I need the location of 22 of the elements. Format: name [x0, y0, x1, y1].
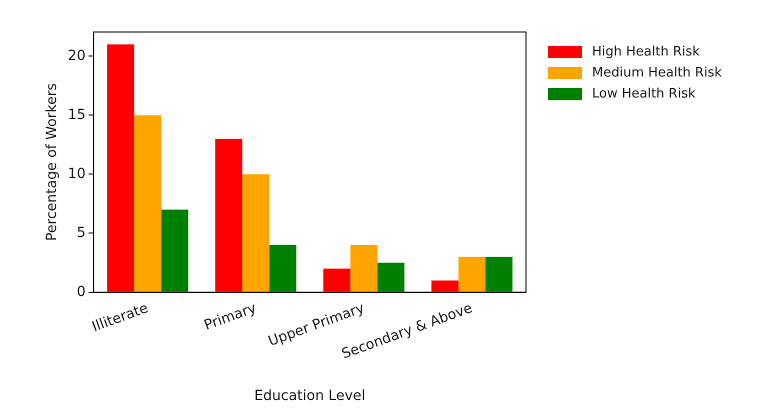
- bar: [215, 138, 242, 292]
- legend-label: Medium Health Risk: [592, 65, 722, 80]
- legend-label: High Health Risk: [592, 44, 700, 60]
- bar: [377, 262, 404, 292]
- bar: [107, 44, 134, 292]
- y-tick-label: 15: [68, 106, 86, 123]
- y-tick-label: 5: [76, 224, 86, 241]
- bar: [458, 256, 486, 292]
- x-axis-title: Education Level: [254, 388, 366, 404]
- bar: [431, 280, 458, 292]
- bar: [134, 115, 162, 292]
- bar: [161, 210, 188, 292]
- y-tick-label: 20: [68, 48, 86, 64]
- bar: [350, 245, 378, 292]
- bar: [269, 245, 296, 292]
- bar: [485, 256, 512, 292]
- y-tick-label: 10: [68, 166, 86, 182]
- y-tick-label: 0: [76, 284, 86, 300]
- legend-label: Low Health Risk: [592, 86, 696, 102]
- bar: [242, 174, 270, 292]
- bar: [323, 268, 350, 292]
- y-axis-title: Percentage of Workers: [44, 83, 60, 242]
